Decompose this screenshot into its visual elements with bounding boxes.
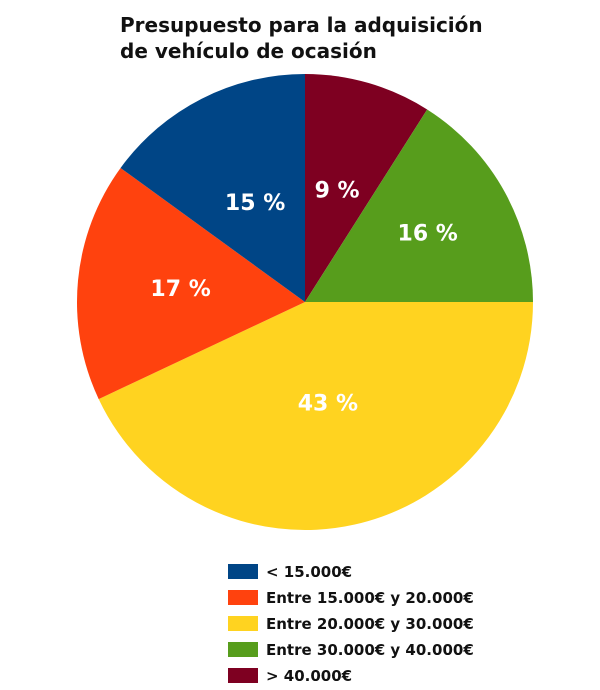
chart-title-line-2: de vehículo de ocasión: [120, 39, 377, 63]
pie-slice: [76, 167, 305, 400]
legend: < 15.000€ Entre 15.000€ y 20.000€ Entre …: [228, 560, 474, 690]
slice-data-label: 17 %: [150, 277, 210, 302]
legend-label: Entre 30.000€ y 40.000€: [266, 640, 474, 659]
legend-item: Entre 15.000€ y 20.000€: [228, 586, 474, 609]
legend-label: < 15.000€: [266, 562, 353, 581]
legend-label: Entre 15.000€ y 20.000€: [266, 588, 474, 607]
legend-swatch: [228, 564, 258, 579]
legend-swatch: [228, 590, 258, 605]
legend-swatch: [228, 616, 258, 631]
pie-slice: [98, 302, 534, 531]
slice-data-label: 16 %: [398, 222, 458, 247]
legend-label: > 40.000€: [266, 666, 353, 685]
slice-data-label: 15 %: [225, 191, 285, 216]
chart-title: Presupuesto para la adquisición de vehíc…: [120, 12, 560, 64]
pie-slice: [305, 74, 428, 302]
legend-swatch: [228, 668, 258, 683]
legend-item: > 40.000€: [228, 664, 474, 687]
slice-data-label: 9 %: [315, 179, 360, 204]
pie-slice: [120, 74, 305, 302]
legend-label: Entre 20.000€ y 30.000€: [266, 614, 474, 633]
legend-item: < 15.000€: [228, 560, 474, 583]
chart-title-line-1: Presupuesto para la adquisición: [120, 13, 483, 37]
legend-swatch: [228, 642, 258, 657]
legend-item: Entre 20.000€ y 30.000€: [228, 612, 474, 635]
legend-item: Entre 30.000€ y 40.000€: [228, 638, 474, 661]
slice-data-label: 43 %: [298, 392, 358, 417]
pie-slice: [305, 109, 533, 303]
